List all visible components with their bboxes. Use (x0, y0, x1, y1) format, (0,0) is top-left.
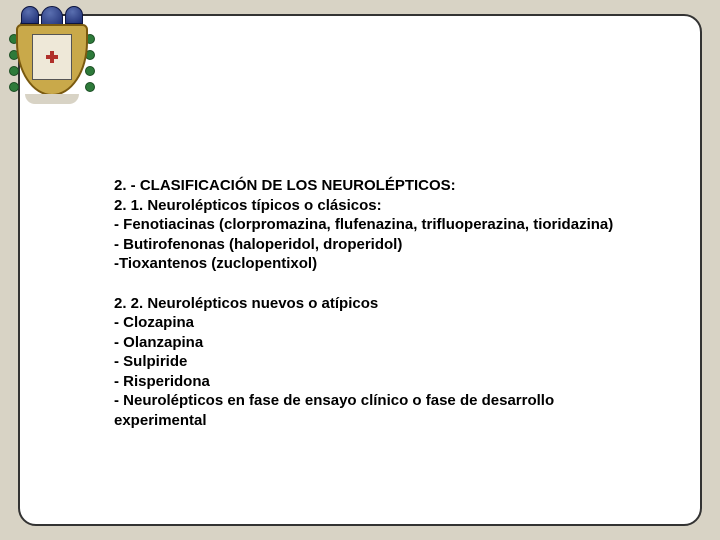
item-tioxantenos: -Tioxantenos (zuclopentixol) (114, 254, 634, 274)
institution-crest-logo (4, 0, 100, 108)
section-classic: 2. - CLASIFICACIÓN DE LOS NEUROLÉPTICOS:… (114, 176, 634, 274)
item-sulpiride: - Sulpiride (114, 352, 634, 372)
item-fenotiacinas: - Fenotiacinas (clorpromazina, flufenazi… (114, 215, 634, 235)
item-butirofenonas: - Butirofenonas (haloperidol, droperidol… (114, 235, 634, 255)
subheading-classic: 2. 1. Neurolépticos típicos o clásicos: (114, 196, 634, 216)
subheading-atypical: 2. 2. Neurolépticos nuevos o atípicos (114, 294, 634, 314)
section-atypical: 2. 2. Neurolépticos nuevos o atípicos - … (114, 294, 634, 431)
item-clozapina: - Clozapina (114, 313, 634, 333)
slide-panel: 2. - CLASIFICACIÓN DE LOS NEUROLÉPTICOS:… (18, 14, 702, 526)
classification-heading: 2. - CLASIFICACIÓN DE LOS NEUROLÉPTICOS: (114, 176, 634, 196)
slide-content: 2. - CLASIFICACIÓN DE LOS NEUROLÉPTICOS:… (114, 176, 634, 430)
item-risperidona: - Risperidona (114, 372, 634, 392)
item-trial-phase: - Neurolépticos en fase de ensayo clínic… (114, 391, 634, 430)
item-olanzapina: - Olanzapina (114, 333, 634, 353)
